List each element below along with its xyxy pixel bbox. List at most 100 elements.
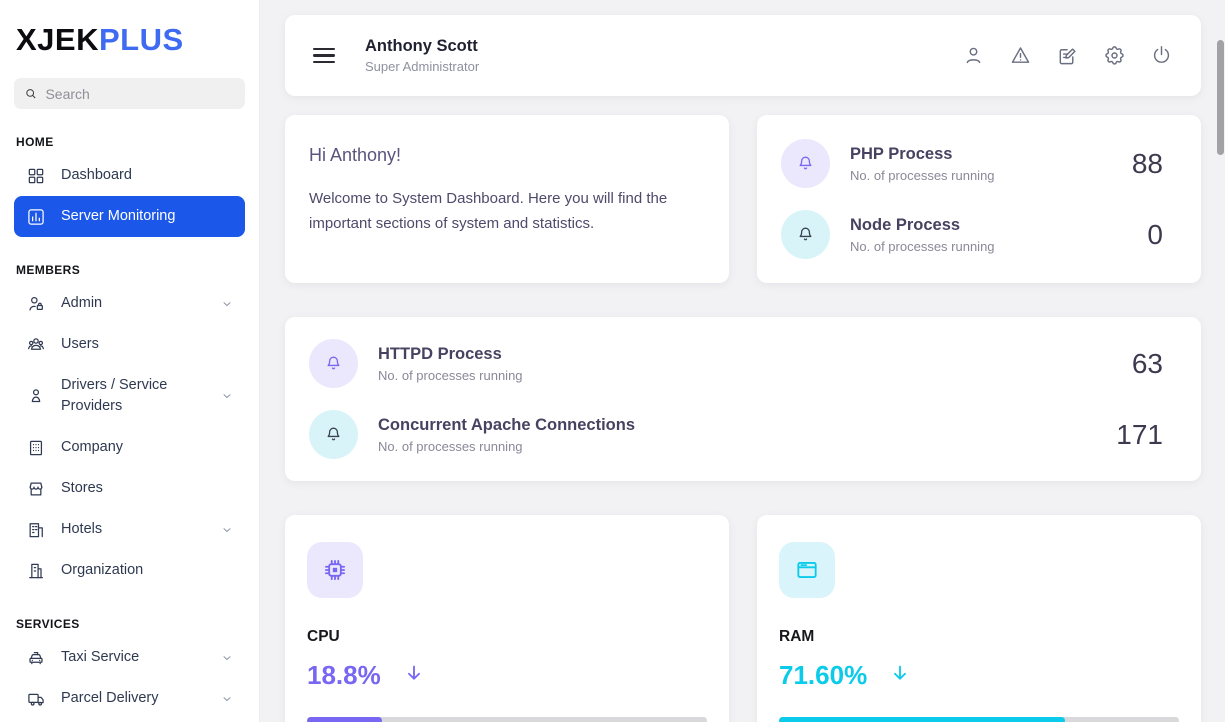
cpu-progress-track — [307, 717, 707, 722]
stat-row-apache: Concurrent Apache Connections No. of pro… — [309, 410, 1177, 459]
stat-title: PHP Process — [850, 144, 953, 163]
sidebar-item-label: Users — [61, 336, 99, 353]
bell-icon — [309, 339, 358, 388]
driver-person-icon — [26, 386, 46, 406]
gauge-value-cpu: 18.8% — [307, 660, 381, 690]
stat-row-httpd: HTTPD Process No. of processes running 6… — [309, 339, 1177, 388]
main-content: Anthony Scott Super Administrator Hi Ant… — [260, 0, 1225, 722]
users-group-icon — [26, 335, 46, 355]
welcome-card: Hi Anthony! Welcome to System Dashboard.… — [285, 115, 729, 283]
process-stats-card: PHP Process No. of processes running 88 … — [757, 115, 1201, 283]
user-block: Anthony Scott Super Administrator — [365, 37, 479, 74]
form-edit-icon[interactable] — [1056, 44, 1079, 67]
stat-title: Concurrent Apache Connections — [378, 415, 635, 434]
page-scrollbar-thumb[interactable] — [1217, 40, 1224, 155]
hotel-building-icon — [26, 520, 46, 540]
organization-building-icon — [26, 561, 46, 581]
stat-value: 63 — [1131, 347, 1163, 379]
user-icon[interactable] — [962, 44, 985, 67]
topbar: Anthony Scott Super Administrator — [285, 15, 1201, 96]
nav-section-home: HOME — [16, 135, 54, 149]
sidebar-item-users[interactable]: Users — [14, 324, 245, 365]
ram-progress-track — [779, 717, 1179, 722]
search-input[interactable] — [45, 85, 235, 102]
alert-triangle-icon[interactable] — [1009, 44, 1032, 67]
sidebar-item-label: Company — [61, 439, 124, 456]
sidebar-item-admin[interactable]: Admin — [14, 283, 245, 324]
company-building-icon — [26, 438, 46, 458]
taxi-icon — [26, 648, 46, 668]
sidebar-item-stores[interactable]: Stores — [14, 468, 245, 509]
storefront-icon — [26, 479, 46, 499]
sidebar-item-taxi-service[interactable]: Taxi Service — [14, 637, 245, 678]
stat-value: 0 — [1147, 218, 1163, 250]
cpu-gauge-card: CPU 18.8% — [285, 515, 729, 722]
menu-toggle-icon[interactable] — [313, 47, 337, 64]
topbar-actions — [962, 44, 1173, 67]
dashboard-icon — [26, 166, 46, 186]
sidebar-item-label: Drivers / Service Providers — [61, 377, 168, 415]
sidebar-item-label: Admin — [61, 295, 103, 312]
stat-row-php: PHP Process No. of processes running 88 — [781, 139, 1177, 188]
stat-title: Node Process — [850, 215, 961, 234]
settings-gear-icon[interactable] — [1103, 44, 1126, 67]
sidebar-item-hotels[interactable]: Hotels — [14, 509, 245, 550]
nav-section-services: SERVICES — [16, 617, 80, 632]
app-logo: XJEKPLUS — [14, 0, 245, 62]
sidebar-item-label: Dashboard — [61, 167, 132, 183]
sidebar-item-server-monitoring[interactable]: Server Monitoring — [14, 196, 245, 238]
httpd-stats-card: HTTPD Process No. of processes running 6… — [285, 317, 1201, 481]
sidebar-item-label: Hotels — [61, 521, 103, 538]
sidebar-item-drivers[interactable]: Drivers / Service Providers — [14, 365, 245, 427]
user-name: Anthony Scott — [365, 37, 478, 55]
search-box[interactable] — [14, 78, 245, 109]
stat-subtitle: No. of processes running — [378, 438, 523, 454]
sidebar-item-label: Organization — [61, 562, 144, 579]
stat-subtitle: No. of processes running — [850, 167, 995, 183]
sidebar-item-label: Parcel Delivery — [61, 690, 159, 707]
chevron-down-icon — [221, 524, 233, 536]
chevron-down-icon — [221, 693, 233, 705]
sidebar-item-label: Taxi Service — [61, 649, 140, 666]
chevron-down-icon — [221, 298, 233, 310]
chevron-down-icon — [221, 390, 233, 402]
gauge-label-ram: RAM — [779, 628, 815, 645]
sidebar-item-parcel-delivery[interactable]: Parcel Delivery — [14, 678, 245, 719]
bell-icon — [781, 139, 830, 188]
stat-value: 171 — [1116, 418, 1163, 450]
ram-window-icon — [779, 542, 835, 598]
gauge-value-ram: 71.60% — [779, 660, 868, 690]
user-role: Super Administrator — [365, 59, 480, 74]
sidebar-item-label: Server Monitoring — [61, 208, 176, 225]
stat-title: HTTPD Process — [378, 344, 502, 363]
stat-value: 88 — [1131, 147, 1163, 179]
arrow-down-icon — [403, 662, 425, 689]
bell-icon — [309, 410, 358, 459]
sidebar-item-company[interactable]: Company — [14, 427, 245, 468]
bar-chart-icon — [26, 207, 46, 227]
admin-lock-user-icon — [26, 294, 46, 314]
search-icon — [26, 89, 36, 99]
gauge-label-cpu: CPU — [307, 628, 340, 645]
arrow-down-icon — [889, 662, 911, 689]
sidebar: XJEKPLUS HOME Dashboard Server Monitorin… — [0, 0, 260, 722]
logo-part-dark: XJEK — [16, 22, 99, 57]
delivery-truck-icon — [26, 689, 46, 709]
welcome-message: Welcome to System Dashboard. Here you wi… — [309, 190, 668, 233]
cpu-chip-icon — [307, 542, 363, 598]
stat-subtitle: No. of processes running — [378, 367, 523, 383]
power-icon[interactable] — [1150, 44, 1173, 67]
greeting-text: Hi Anthony! — [309, 145, 402, 165]
ram-gauge-card: RAM 71.60% — [757, 515, 1201, 722]
chevron-down-icon — [221, 652, 233, 664]
sidebar-item-organization[interactable]: Organization — [14, 550, 245, 591]
nav-section-members: MEMBERS — [16, 263, 81, 278]
stat-row-node: Node Process No. of processes running 0 — [781, 210, 1177, 259]
ram-progress-fill — [779, 717, 1066, 722]
bell-icon — [781, 210, 830, 259]
sidebar-item-label: Stores — [61, 480, 103, 497]
stat-subtitle: No. of processes running — [850, 238, 995, 254]
sidebar-item-dashboard[interactable]: Dashboard — [14, 155, 245, 196]
logo-part-accent: PLUS — [98, 22, 184, 57]
cpu-progress-fill — [307, 717, 383, 722]
